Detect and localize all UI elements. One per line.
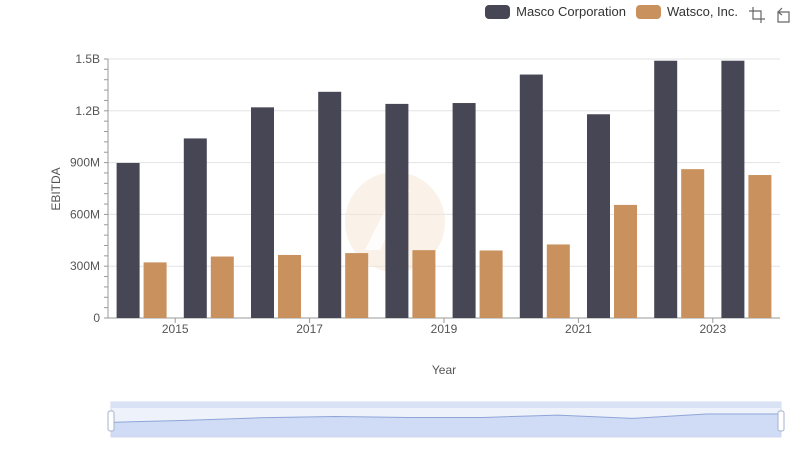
bar-masco-2015[interactable] <box>183 138 207 318</box>
legend-swatch-watsco <box>635 4 661 19</box>
x-axis: 2015 2017 2019 2021 2023 <box>108 317 780 336</box>
y-axis-title: EBITDA <box>49 167 63 210</box>
legend-label-masco: Masco Corporation <box>516 4 626 19</box>
bar-watsco-2022[interactable] <box>681 169 705 318</box>
bar-watsco-2019[interactable] <box>479 250 503 318</box>
bar-watsco-2021[interactable] <box>614 204 637 318</box>
y-tick-label: 1.5B <box>75 52 100 66</box>
y-tick-label: 1.2B <box>75 104 100 118</box>
y-tick-label: 0 <box>93 311 100 325</box>
bar-masco-2016[interactable] <box>251 107 274 318</box>
y-axis: 0 300M 600M 900M 1.2B 1.5B <box>70 52 109 325</box>
x-axis-title: Year <box>432 363 456 377</box>
legend-item-masco[interactable]: Masco Corporation <box>485 4 626 19</box>
bar-masco-2022[interactable] <box>654 60 678 319</box>
chart-toolbar <box>748 6 792 24</box>
bar-masco-2019[interactable] <box>452 103 476 318</box>
restore-icon[interactable] <box>774 6 792 24</box>
bar-masco-2018[interactable] <box>385 103 409 318</box>
y-tick-label: 900M <box>70 156 100 170</box>
bar-watsco-2016[interactable] <box>278 254 301 318</box>
overview-area <box>111 414 781 437</box>
x-tick-label: 2015 <box>162 322 189 336</box>
legend-label-watsco: Watsco, Inc. <box>666 4 738 19</box>
bars <box>116 60 772 319</box>
legend: Masco Corporation Watsco, Inc. <box>485 4 738 19</box>
bar-masco-2021[interactable] <box>587 114 610 319</box>
bar-watsco-2014[interactable] <box>143 262 167 318</box>
overview-zoom-slider[interactable] <box>107 401 785 438</box>
bar-watsco-2015[interactable] <box>210 256 234 318</box>
bar-masco-2020[interactable] <box>519 74 543 318</box>
zoom-icon[interactable] <box>748 6 766 24</box>
overview-handle-right[interactable] <box>777 410 785 432</box>
x-tick-label: 2017 <box>296 322 323 336</box>
overview-line <box>110 413 781 423</box>
y-tick-label: 300M <box>70 259 100 273</box>
bar-watsco-2017[interactable] <box>345 253 369 318</box>
bar-masco-2023[interactable] <box>721 60 745 319</box>
overview-drag-bar[interactable] <box>111 402 781 408</box>
bar-watsco-2018[interactable] <box>412 250 436 318</box>
legend-swatch-masco <box>485 4 511 19</box>
bar-watsco-2023[interactable] <box>748 175 772 318</box>
grid-lines <box>108 58 780 319</box>
x-tick-label: 2021 <box>565 322 592 336</box>
legend-item-watsco[interactable]: Watsco, Inc. <box>635 4 738 19</box>
x-tick-label: 2023 <box>699 322 726 336</box>
y-tick-label: 600M <box>70 207 100 221</box>
x-tick-label: 2019 <box>431 322 458 336</box>
bar-masco-2014[interactable] <box>116 162 140 318</box>
bar-watsco-2020[interactable] <box>546 244 570 318</box>
bar-masco-2017[interactable] <box>318 91 342 318</box>
overview-handle-left[interactable] <box>107 410 115 432</box>
